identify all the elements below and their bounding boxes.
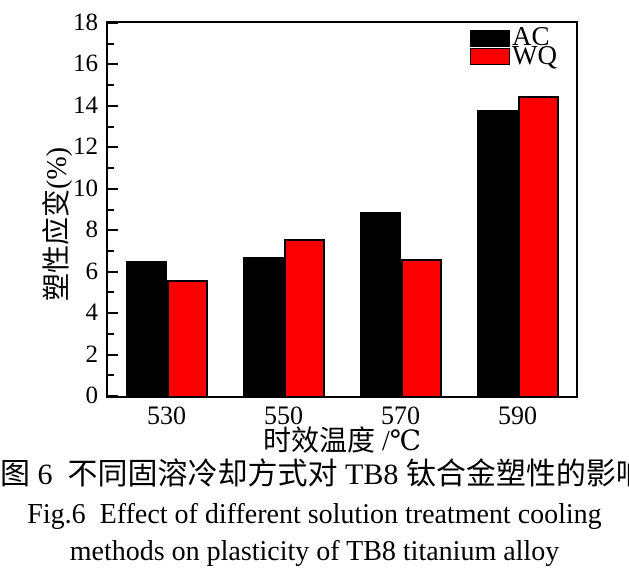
y-minor-tick [108, 84, 114, 87]
y-minor-tick [108, 208, 114, 211]
caption-chinese: 图 6 不同固溶冷却方式对 TB8 钛合金塑性的影响 [0, 458, 629, 491]
legend-swatch-wq [470, 48, 510, 65]
y-minor-tick [108, 374, 114, 377]
legend-label-wq: WQ [512, 40, 557, 70]
bar-ac-590 [476, 110, 518, 396]
x-tick-label: 570 [381, 401, 420, 430]
y-major-tick [108, 229, 118, 232]
caption-english-line2: methods on plasticity of TB8 titanium al… [69, 536, 560, 567]
plot-area: AC WQ [106, 21, 578, 398]
y-tick-label: 8 [85, 216, 99, 244]
bar-ac-570 [359, 211, 401, 396]
legend-swatch-ac [470, 30, 510, 47]
caption-english-line1: Fig.6 Effect of different solution treat… [27, 499, 602, 530]
y-tick-label: 2 [85, 340, 99, 368]
bar-wq-570 [400, 259, 442, 396]
y-major-tick [108, 104, 118, 107]
y-tick-label: 4 [85, 299, 99, 327]
legend-label-ac: AC [512, 21, 550, 51]
x-tick-label: 550 [264, 401, 303, 430]
y-major-tick [108, 187, 118, 190]
y-minor-tick [108, 332, 114, 335]
y-major-tick [108, 395, 118, 397]
y-minor-tick [108, 125, 114, 128]
y-minor-tick [108, 167, 114, 170]
y-tick-label: 18 [73, 9, 98, 36]
y-major-tick [108, 270, 118, 273]
y-major-tick [108, 63, 118, 66]
y-tick-label: 12 [73, 133, 98, 161]
bar-wq-590 [517, 95, 559, 396]
bar-ac-530 [125, 261, 167, 396]
y-tick-label: 10 [73, 174, 98, 202]
bar-wq-550 [283, 238, 325, 396]
x-tick-label: 530 [147, 401, 186, 430]
y-minor-tick [108, 249, 114, 252]
y-minor-tick [108, 291, 114, 294]
y-tick-label: 14 [73, 91, 98, 119]
x-axis-title: 时效温度 /℃ [262, 426, 422, 457]
y-major-tick [108, 312, 118, 315]
bar-ac-550 [242, 257, 284, 396]
y-major-tick [108, 146, 118, 149]
y-tick-label: 6 [85, 257, 99, 285]
y-tick-label: 0 [85, 382, 99, 409]
y-major-tick [108, 22, 118, 24]
y-major-tick [108, 353, 118, 356]
y-tick-label: 16 [73, 50, 98, 78]
bar-wq-530 [166, 279, 208, 396]
y-minor-tick [108, 42, 114, 45]
x-tick-label: 590 [498, 401, 537, 430]
